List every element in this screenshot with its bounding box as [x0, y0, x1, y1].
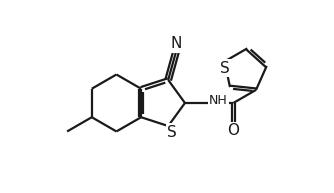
Text: NH: NH: [209, 94, 228, 107]
Text: S: S: [220, 61, 229, 76]
Text: S: S: [167, 125, 177, 140]
Text: O: O: [227, 123, 239, 138]
Text: N: N: [171, 36, 182, 51]
